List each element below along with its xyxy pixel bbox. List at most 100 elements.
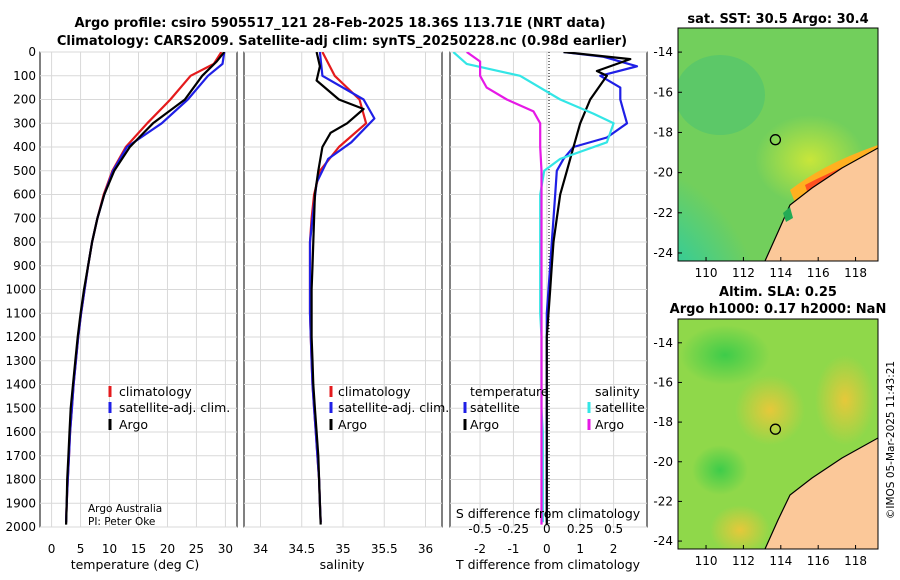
map-lon-label: 110	[695, 554, 718, 568]
series-s-argo	[466, 52, 543, 525]
legend-salinity-heading: salinity	[595, 384, 640, 399]
series-s-satellite	[452, 52, 615, 523]
depth-tick-label: 700	[13, 211, 36, 225]
t-difference-tick-label: 0	[543, 542, 551, 556]
temperature-tick-label: 30	[218, 542, 233, 556]
salinity-tick-label: 34	[253, 542, 268, 556]
s-difference-tick-labels: -0.5 -0.25 0 0.25 0.5	[468, 522, 623, 536]
temperature-xlabel: temperature (deg C)	[71, 557, 200, 572]
map-lat-label: -22	[653, 206, 673, 220]
sst-coastal-green	[783, 207, 793, 222]
legend-s-argo: Argo	[595, 417, 624, 432]
map-lon-label: 118	[844, 266, 867, 280]
t-difference-xlabel: T difference from climatology	[455, 557, 641, 572]
sst-map-panel: sat. SST: 30.5 Argo: 30.4 110 112 114 116 11…	[653, 12, 879, 280]
sla-high-patch-east	[815, 355, 875, 445]
legend-t-satellite: satellite	[470, 400, 520, 415]
sst-coastline	[764, 147, 878, 261]
s-difference-tick-label: -0.25	[498, 522, 529, 536]
salinity-tick-labels: 34 34.5 35 35.5 36	[253, 542, 433, 556]
sst-cool-water	[678, 160, 765, 261]
depth-tick-label: 800	[13, 235, 36, 249]
sla-map-title-1: Altim. SLA: 0.25	[719, 285, 837, 300]
temperature-tick-label: 5	[77, 542, 85, 556]
salinity-series	[308, 52, 376, 525]
depth-tick-labels: 0 100 200 300 400 500 600 700 800 900 1000 1100 1200…	[5, 45, 36, 534]
sst-map-frame	[677, 27, 879, 262]
depth-tick-label: 600	[13, 188, 36, 202]
temperature-series	[65, 52, 226, 525]
depth-tick-label: 1900	[5, 496, 36, 510]
t-difference-tick-label: 2	[610, 542, 618, 556]
sst-land	[765, 148, 878, 261]
sla-low-patch-south	[692, 445, 748, 495]
depth-tick-label: 1500	[5, 401, 36, 415]
temperature-panel: 0100200300400500600700800900100011001200…	[5, 45, 238, 572]
t-difference-tick-label: -1	[507, 542, 519, 556]
legend-s-satellite: satellite	[595, 400, 645, 415]
legend-argo: Argo	[119, 417, 148, 432]
salinity-grid	[244, 51, 442, 528]
depth-tick-label: 500	[13, 164, 36, 178]
map-lat-label: -24	[653, 246, 673, 260]
depth-tick-label: 1100	[5, 306, 36, 320]
map-lat-label: -16	[653, 375, 673, 389]
sla-map-title-2: Argo h1000: 0.17 h2000: NaN	[670, 302, 887, 317]
sla-low-patch	[680, 325, 770, 385]
legend-temperature-heading: temperature	[470, 384, 549, 399]
temperature-tick-label: 0	[48, 542, 56, 556]
sst-map-title: sat. SST: 30.5 Argo: 30.4	[687, 12, 868, 27]
sla-map-frame	[677, 318, 879, 550]
map-lat-label: -20	[653, 166, 673, 180]
map-lat-label: -14	[653, 336, 673, 350]
map-lon-label: 114	[769, 266, 792, 280]
series-t-argo	[545, 52, 632, 525]
legend-argo: Argo	[338, 417, 367, 432]
map-lon-label: 116	[807, 554, 830, 568]
depth-tick-label: 400	[13, 140, 36, 154]
salinity-tick-label: 35.5	[371, 542, 398, 556]
map-lat-label: -22	[653, 494, 673, 508]
map-lat-label: -18	[653, 125, 673, 139]
depth-tick-label: 1300	[5, 354, 36, 368]
s-difference-tick-label: 0.5	[604, 522, 623, 536]
temperature-tick-label: 25	[189, 542, 204, 556]
depth-tick-label: 900	[13, 259, 36, 273]
depth-tick-label: 1800	[5, 473, 36, 487]
depth-tick-label: 1600	[5, 425, 36, 439]
salinity-tick-label: 34.5	[288, 542, 315, 556]
series-argo	[65, 52, 226, 525]
salinity-panel: 34 34.5 35 35.5 36 salinity climatology sate…	[243, 51, 449, 572]
s-difference-tick-label: 0	[543, 522, 551, 536]
sla-high-patch-south	[710, 505, 770, 549]
depth-tick-label: 1400	[5, 378, 36, 392]
sst-map-ticks: 110 112 114 116 118 -14 -16 -18 -20 -22 -24	[653, 45, 867, 280]
s-difference-xlabel: S difference from climatology	[456, 506, 641, 521]
sla-map-image	[678, 319, 878, 549]
t-difference-tick-label: -2	[474, 542, 486, 556]
float-position-marker	[769, 134, 782, 146]
temperature-tick-label: 10	[102, 542, 117, 556]
sla-map-ticks: 110 112 114 116 118 -14 -16 -18 -20 -22 -24	[653, 336, 867, 568]
map-lon-label: 110	[695, 266, 718, 280]
depth-tick-label: 100	[13, 69, 36, 83]
legend-satellite-adj: satellite-adj. clim.	[119, 400, 230, 415]
float-position-marker	[769, 423, 782, 435]
legend-t-argo: Argo	[470, 417, 499, 432]
credit-line-1: Argo Australia	[88, 503, 162, 515]
map-lon-label: 114	[769, 554, 792, 568]
difference-series	[452, 52, 639, 525]
map-lat-label: -14	[653, 45, 673, 59]
depth-tick-label: 1200	[5, 330, 36, 344]
map-lat-label: -18	[653, 415, 673, 429]
sla-coastline	[764, 437, 878, 549]
map-lat-label: -20	[653, 455, 673, 469]
title-line-2: Climatology: CARS2009. Satellite-adj cli…	[57, 34, 627, 49]
series-argo	[310, 52, 365, 525]
temperature-tick-label: 15	[131, 542, 146, 556]
credit-line-2: PI: Peter Oke	[88, 516, 155, 528]
watermark: ©IMOS 05-Mar-2025 11:43:21	[885, 361, 897, 519]
depth-tick-label: 300	[13, 116, 36, 130]
sst-map-image	[678, 28, 878, 261]
